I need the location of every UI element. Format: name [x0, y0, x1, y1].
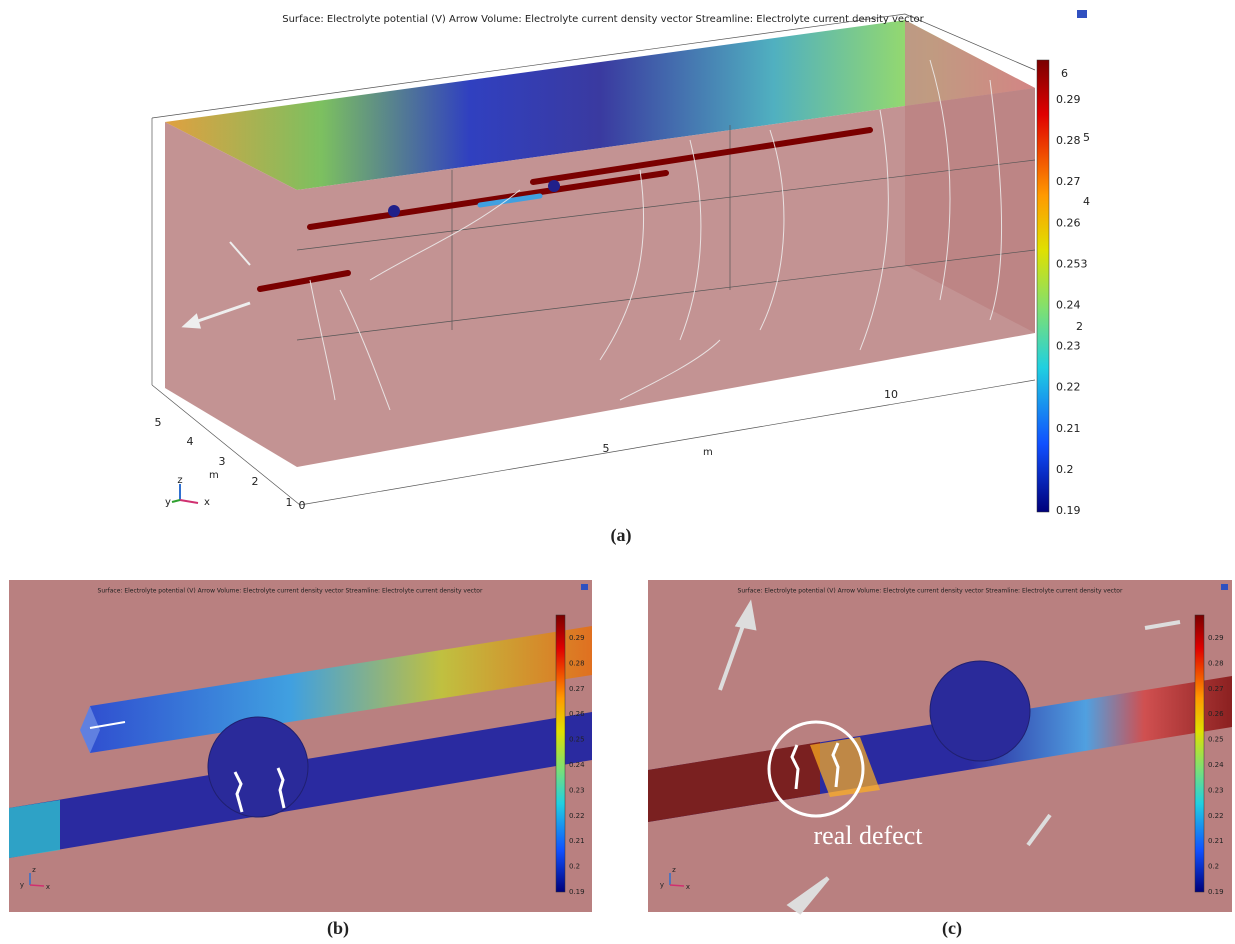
arrow-scale-label: 6 — [1061, 67, 1068, 80]
colorbar-label: 0.27 — [1208, 685, 1224, 693]
defect-sphere — [208, 717, 308, 817]
colorbar-label: 0.21 — [1208, 837, 1224, 845]
panel-a — [152, 10, 1087, 512]
colorbar-label: 0.2 — [569, 863, 580, 871]
plot-title: Surface: Electrolyte potential (V) Arrow… — [738, 588, 1123, 595]
colorbar-label: 0.23 — [1056, 340, 1081, 353]
defect-sphere — [930, 661, 1030, 761]
figure: Surface: Electrolyte potential (V) Arrow… — [0, 0, 1235, 944]
colorbar-label: 0.2 — [1056, 463, 1074, 476]
caption: (c) — [942, 918, 962, 939]
colorbar-label: 0.22 — [1056, 381, 1081, 394]
x-tick-label: 10 — [884, 388, 898, 401]
y-tick-label: 2 — [252, 475, 259, 488]
colorbar-label: 0.27 — [569, 685, 585, 693]
triad-label: x — [204, 497, 210, 508]
colorbar-label: 0.24 — [1208, 761, 1224, 769]
defect-sphere — [388, 205, 400, 217]
colorbar-label: 0.21 — [1056, 422, 1081, 435]
y-tick-label: 1 — [286, 496, 293, 509]
plot-title: Surface: Electrolyte potential (V) Arrow… — [98, 588, 483, 595]
pipe-end — [9, 800, 60, 858]
triad-label: z — [32, 866, 36, 874]
triad-label: x — [686, 883, 690, 891]
y-tick-label: 4 — [187, 435, 194, 448]
colorbar-label: 0.19 — [569, 888, 585, 896]
annotation: real defect — [814, 821, 924, 850]
colorbar-label: 0.25 — [1208, 736, 1224, 744]
icon — [1077, 10, 1087, 18]
colorbar-label: 0.24 — [569, 761, 585, 769]
triad-label: x — [46, 883, 50, 891]
colorbar-label: 0.26 — [1056, 216, 1081, 229]
colorbar-label: 0.28 — [1056, 134, 1081, 147]
caption: (a) — [611, 525, 632, 546]
triad-label: z — [177, 475, 182, 486]
colorbar-label: 0.26 — [569, 710, 585, 718]
arrow-scale-label: 2 — [1076, 320, 1083, 333]
triad-label: z — [672, 866, 676, 874]
colorbar-label: 0.29 — [569, 634, 585, 642]
colorbar-label: 0.22 — [1208, 812, 1224, 820]
triad-label: y — [165, 497, 171, 508]
colorbar — [1195, 615, 1204, 892]
colorbar-label: 0.21 — [569, 837, 585, 845]
arrow-scale-label: 5 — [1083, 131, 1090, 144]
colorbar-label: 0.23 — [569, 786, 585, 794]
panel-c — [648, 580, 1232, 912]
colorbar-label: 0.19 — [1208, 888, 1224, 896]
colorbar-label: 0.19 — [1056, 504, 1081, 517]
arrow-scale-label: 4 — [1083, 195, 1090, 208]
colorbar-label: 0.24 — [1056, 299, 1081, 312]
colorbar-label: 0.253 — [1056, 257, 1088, 270]
panel-b — [9, 580, 592, 912]
colorbar-label: 0.2 — [1208, 863, 1219, 871]
colorbar-label: 0.29 — [1056, 93, 1081, 106]
triad-label: y — [660, 881, 664, 889]
colorbar — [556, 615, 565, 892]
x-axis-label: m — [703, 447, 713, 458]
colorbar-label: 0.23 — [1208, 786, 1224, 794]
y-tick-label: 3 — [219, 455, 226, 468]
icon — [1221, 584, 1228, 590]
caption: (b) — [327, 918, 349, 939]
colorbar-label: 0.26 — [1208, 710, 1224, 718]
colorbar-label: 0.22 — [569, 812, 585, 820]
colorbar-label: 0.28 — [1208, 659, 1224, 667]
y-tick-label: 5 — [155, 416, 162, 429]
triad — [172, 484, 198, 503]
x-tick-label: 5 — [603, 442, 610, 455]
plot-title: Surface: Electrolyte potential (V) Arrow… — [282, 14, 924, 25]
defect-sphere — [548, 180, 560, 192]
y-axis-label: m — [209, 470, 219, 481]
colorbar-label: 0.29 — [1208, 634, 1224, 642]
colorbar-label: 0.25 — [569, 736, 585, 744]
triad-label: y — [20, 881, 24, 889]
x-tick-label: 0 — [299, 499, 306, 512]
colorbar-label: 0.27 — [1056, 175, 1081, 188]
colorbar-label: 0.28 — [569, 659, 585, 667]
icon — [581, 584, 588, 590]
colorbar — [1037, 60, 1049, 512]
